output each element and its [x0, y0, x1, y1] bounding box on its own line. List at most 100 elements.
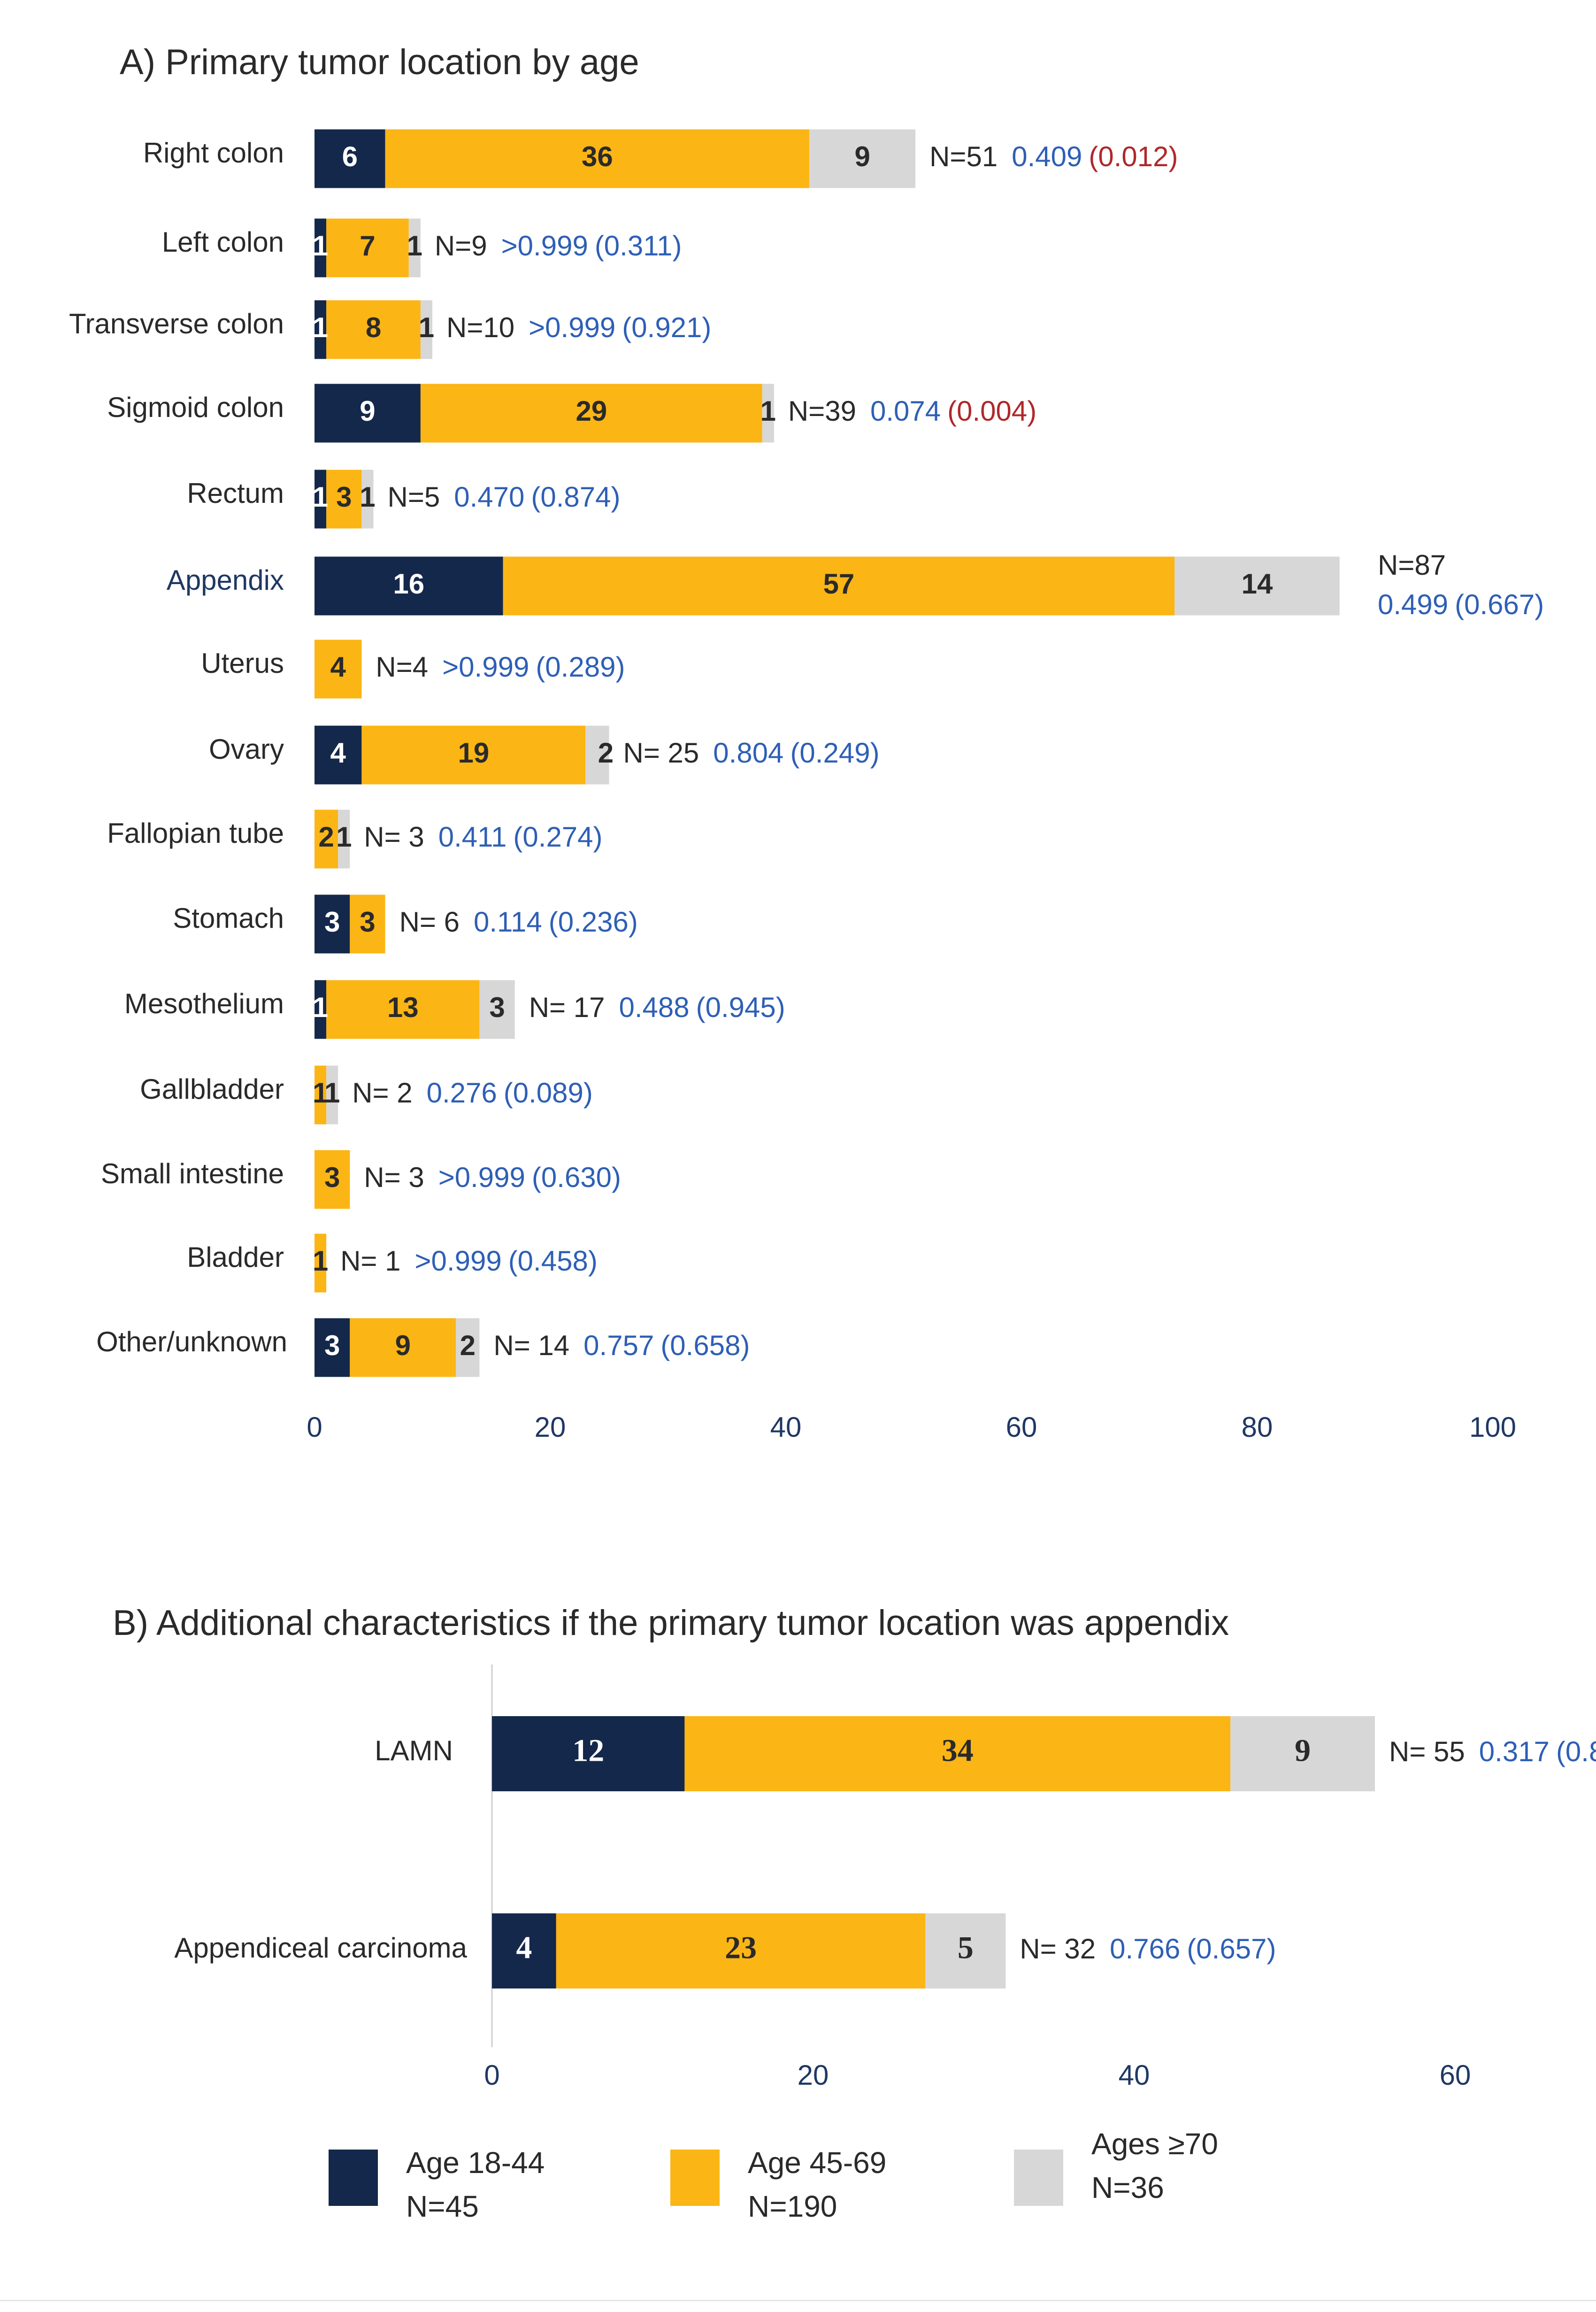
category-label-left-colon: Left colon	[162, 226, 284, 258]
bar-lamn-age-18-44	[492, 1716, 685, 1791]
p-value: 0.499	[1378, 589, 1448, 620]
bar-rectum-ages-70	[361, 470, 374, 529]
value-label-lamn-age-45-69: 34	[942, 1733, 974, 1768]
p-value-paren: (0.667)	[1455, 589, 1544, 620]
value-label-stomach-age-18-44: 3	[324, 906, 340, 938]
bar-transverse-colon-age-18-44	[315, 300, 327, 359]
value-label-ovary-age-45-69: 19	[458, 737, 489, 769]
bar-mesothelium-ages-70	[479, 980, 515, 1039]
n-count: N= 6	[399, 906, 460, 938]
p-value: 0.804	[713, 737, 783, 769]
category-label-sigmoid-colon: Sigmoid colon	[107, 392, 284, 423]
p-value: 0.074	[870, 395, 941, 427]
category-label-lamn: LAMN	[375, 1735, 453, 1766]
bar-lamn-age-45-69	[684, 1716, 1231, 1791]
x-tick-40: 40	[1119, 2059, 1150, 2091]
value-label-rectum-age-45-69: 3	[336, 481, 352, 513]
value-label-rectum-ages-70: 1	[360, 481, 375, 513]
n-count: N= 17	[529, 992, 605, 1023]
value-label-fallopian-tube-age-45-69: 2	[318, 821, 334, 853]
n-count: N= 3	[364, 821, 424, 853]
bar-transverse-colon-ages-70	[420, 300, 432, 359]
value-label-appendix-age-45-69: 57	[823, 568, 855, 600]
bar-other-unknown-age-45-69	[350, 1318, 456, 1377]
p-value-paren: (0.004)	[947, 395, 1036, 427]
p-value-paren: (0.458)	[508, 1245, 598, 1277]
bar-other-unknown-age-18-44	[315, 1318, 350, 1377]
bar-rectum-age-18-44	[315, 470, 327, 529]
category-label-fallopian-tube: Fallopian tube	[107, 817, 284, 849]
p-value: >0.999	[415, 1245, 502, 1277]
bar-right-colon-ages-70	[809, 129, 916, 188]
panel-b-chart: B) Additional characteristics if the pri…	[113, 1603, 1596, 2091]
p-value: >0.999	[442, 651, 529, 683]
value-label-transverse-colon-ages-70: 1	[419, 312, 434, 343]
bar-appendix-age-45-69	[503, 556, 1175, 616]
p-value-paren: (0.630)	[532, 1162, 621, 1193]
bar-appendiceal-carcinoma-age-45-69	[556, 1913, 926, 1988]
value-label-rectum-age-18-44: 1	[313, 481, 328, 513]
annotation-fallopian-tube: N= 3 0.411 (0.274)	[364, 821, 602, 853]
x-tick-20: 20	[535, 1411, 566, 1443]
annotation-appendiceal-carcinoma: N= 32 0.766 (0.657)	[1020, 1933, 1276, 1965]
value-label-lamn-ages-70: 9	[1295, 1733, 1311, 1768]
category-label-rectum: Rectum	[187, 478, 284, 509]
bar-fallopian-tube-age-45-69	[315, 809, 338, 869]
legend-item-ages-70-plus: Ages ≥70 N=36	[1014, 2122, 1218, 2210]
bar-rectum-age-45-69	[326, 470, 362, 529]
category-label-transverse-colon: Transverse colon	[69, 308, 284, 339]
x-tick-20: 20	[798, 2059, 829, 2091]
bar-left-colon-age-18-44	[315, 218, 327, 277]
annotation-right-colon: N=51 0.409 (0.012)	[929, 141, 1178, 172]
value-label-sigmoid-colon-ages-70: 1	[760, 395, 776, 427]
annotation-uterus: N=4 >0.999 (0.289)	[376, 651, 625, 683]
annotation-left-colon: N=9 >0.999 (0.311)	[435, 230, 682, 262]
n-count: N= 55	[1389, 1736, 1465, 1767]
legend-label: Age 45-69	[748, 2146, 887, 2180]
n-count: N=39	[788, 395, 856, 427]
value-label-small-intestine-age-45-69: 3	[324, 1162, 340, 1193]
category-label-stomach: Stomach	[173, 902, 284, 934]
bar-uterus-age-45-69	[315, 640, 362, 699]
p-value: >0.999	[438, 1162, 525, 1193]
category-label-gallbladder: Gallbladder	[140, 1073, 284, 1105]
p-value: 0.488	[619, 992, 689, 1023]
p-value-paren: (0.874)	[531, 481, 620, 513]
chart-title: B) Additional characteristics if the pri…	[113, 1603, 1229, 1643]
x-tick-40: 40	[770, 1411, 802, 1443]
x-tick-100: 100	[1469, 1411, 1516, 1443]
legend-count: N=45	[406, 2189, 479, 2223]
annotation-lamn: N= 55 0.317(0.887)	[1389, 1736, 1596, 1767]
value-label-right-colon-age-45-69: 36	[582, 141, 613, 172]
legend-label: Ages ≥70	[1091, 2127, 1218, 2161]
category-label-uterus: Uterus	[201, 647, 284, 679]
n-count: N= 25	[623, 737, 699, 769]
x-tick-0: 0	[484, 2059, 499, 2091]
p-value: 0.317	[1479, 1736, 1550, 1767]
legend: Age 18-44 N=45 Age 45-69 N=190 Ages ≥70 …	[0, 2127, 1596, 2282]
n-count: N= 2	[352, 1077, 412, 1109]
value-label-appendiceal-carcinoma-age-45-69: 23	[725, 1930, 757, 1965]
bar-mesothelium-age-45-69	[326, 980, 480, 1039]
p-value-paren: (0.658)	[660, 1330, 750, 1361]
value-label-ovary-age-18-44: 4	[330, 737, 346, 769]
annotation-rectum: N=5 0.470 (0.874)	[388, 481, 621, 513]
annotation-stomach: N= 6 0.114 (0.236)	[399, 906, 638, 938]
bar-appendiceal-carcinoma-age-18-44	[492, 1913, 556, 1988]
x-tick-0: 0	[307, 1411, 322, 1443]
bar-right-colon-age-45-69	[385, 129, 810, 188]
legend-count: N=36	[1091, 2170, 1164, 2204]
n-count: N=10	[446, 312, 514, 343]
p-value-paren: (0.249)	[790, 737, 879, 769]
legend-count: N=190	[748, 2189, 837, 2223]
category-label-ovary: Ovary	[209, 733, 284, 765]
value-label-right-colon-ages-70: 9	[854, 141, 870, 172]
bottom-border	[0, 2300, 1596, 2301]
value-label-mesothelium-age-18-44: 1	[313, 992, 328, 1023]
p-value-paren: (0.236)	[549, 906, 638, 938]
value-label-sigmoid-colon-age-45-69: 29	[575, 395, 607, 427]
value-label-left-colon-age-45-69: 7	[360, 230, 375, 262]
category-label-bladder: Bladder	[187, 1241, 284, 1273]
p-value-paren: (0.012)	[1089, 141, 1178, 172]
